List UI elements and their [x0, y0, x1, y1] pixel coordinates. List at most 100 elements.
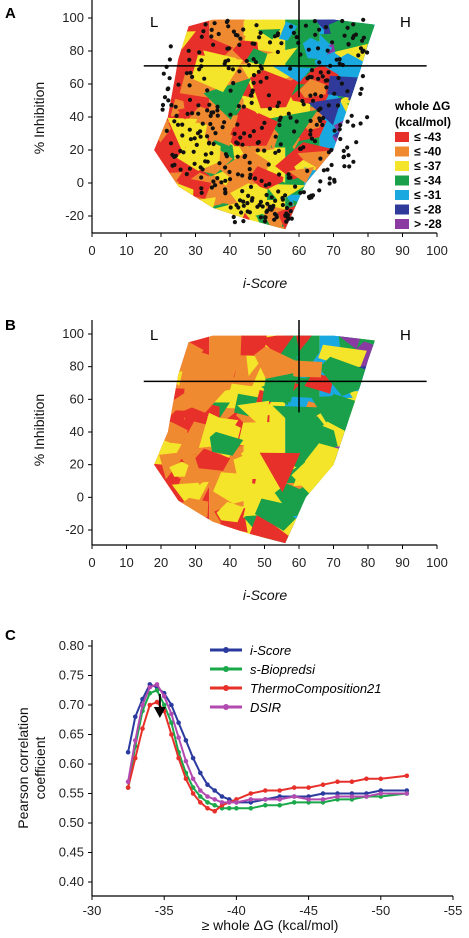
- panel-a-xtick-label: 100: [426, 243, 448, 258]
- panel-a-point: [301, 190, 306, 195]
- panel-c-xtick-label: -30: [83, 903, 102, 918]
- legend-label: ≤ -31: [414, 188, 442, 202]
- panel-b-patch: [207, 416, 239, 436]
- panel-a-point: [347, 164, 352, 169]
- panel-a-point: [264, 75, 269, 80]
- panel-a-point: [313, 92, 318, 97]
- legend-swatch: [395, 161, 409, 171]
- panel-a-point: [284, 219, 289, 224]
- panel-a-xtick-label: 70: [326, 243, 340, 258]
- panel-c-legend-label: DSIR: [250, 700, 281, 715]
- panel-a-point: [317, 27, 322, 32]
- panel-a-point: [194, 142, 199, 147]
- panel-b-patch: [171, 481, 209, 513]
- panel-a-point: [231, 29, 236, 34]
- panel-a-point: [226, 24, 231, 29]
- panel-c-series-point: [234, 800, 239, 805]
- panel-c-series-point: [169, 732, 174, 737]
- panel-a-point: [309, 136, 314, 141]
- panel-a-point: [258, 30, 263, 35]
- panel-c-axes: 0.80 0.75 0.70 0.65 0.60 0.55 0.50 0.45 0.40 -30 -…: [59, 638, 463, 918]
- panel-c-series-point: [183, 776, 189, 782]
- panel-a-point: [215, 176, 220, 181]
- panel-b-patch: [200, 353, 222, 369]
- panel-a-point: [325, 78, 330, 83]
- panel-c-series-point: [154, 688, 160, 693]
- panel-a-point: [228, 88, 233, 93]
- panel-b-patch: [272, 405, 329, 429]
- panel-a-point: [276, 148, 281, 153]
- panel-c-ytick-label: 0.75: [59, 668, 84, 683]
- panel-a-point: [326, 103, 331, 108]
- panel-a-point: [201, 29, 206, 34]
- panel-c-series-point: [404, 773, 410, 779]
- panel-a-point: [248, 93, 253, 98]
- panel-a-point: [211, 42, 216, 47]
- panel-a-patch: [328, 64, 352, 88]
- panel-a-point: [265, 201, 270, 206]
- panel-a-point: [226, 58, 231, 63]
- panel-c-series-point: [198, 794, 203, 799]
- panel-a-point: [353, 32, 359, 37]
- panel-a-point: [317, 60, 322, 65]
- panel-a-point: [186, 48, 191, 53]
- panel-a-patch: [249, 166, 284, 191]
- panel-a-point: [277, 118, 282, 123]
- panel-a-point: [168, 44, 173, 49]
- panel-c-series-point: [320, 791, 326, 796]
- panel-a-point: [264, 192, 269, 198]
- panel-a-point: [309, 193, 314, 198]
- panel-b-ytick-label: -20: [65, 522, 84, 537]
- panel-a-point: [224, 19, 229, 25]
- panel-a-ytick-label: 20: [70, 142, 84, 157]
- panel-a-point: [321, 168, 326, 173]
- panel-b-xtick-label: 50: [257, 555, 271, 570]
- legend-title-line2: (kcal/mol): [395, 115, 451, 129]
- panel-a-point: [291, 30, 296, 35]
- panel-b-patch: [293, 360, 323, 378]
- panel-a-patch: [341, 120, 367, 138]
- panel-a-point: [238, 36, 243, 41]
- panel-a-point: [275, 104, 280, 109]
- panel-a-point: [326, 70, 331, 75]
- panel-a-point: [272, 211, 277, 217]
- panel-a-point: [292, 129, 297, 134]
- panel-a-point: [203, 152, 208, 157]
- panel-a-point: [312, 19, 317, 24]
- panel-c-series-point: [125, 749, 131, 755]
- panel-a-point: [180, 133, 185, 138]
- panel-b-patch: [340, 475, 363, 492]
- panel-a-point: [317, 188, 322, 193]
- legend-label: ≤ -28: [414, 203, 442, 217]
- panel-a-patch: [154, 172, 183, 199]
- panel-a-point: [354, 140, 359, 145]
- panel-c-xtick-label: -45: [299, 903, 318, 918]
- panel-a-point: [308, 93, 313, 98]
- panel-c-letter: C: [5, 627, 16, 644]
- panel-b-ytick-label: 20: [70, 457, 84, 472]
- panel-a-point: [288, 201, 293, 206]
- panel-a-point: [345, 89, 350, 94]
- panel-a-point: [235, 154, 240, 159]
- panel-a-point: [197, 50, 202, 55]
- panel-c-series-point: [277, 797, 283, 802]
- panel-a-patch: [292, 200, 312, 217]
- panel-a-point: [237, 198, 243, 203]
- panel-b-xtick-label: 10: [119, 555, 133, 570]
- panel-c-legend-label: ThermoComposition21: [250, 681, 382, 696]
- panel-a-point: [208, 121, 213, 127]
- panel-a-point: [235, 122, 240, 127]
- panel-a-point: [260, 204, 265, 209]
- panel-c-series-point: [248, 806, 254, 811]
- panel-a-patch: [361, 207, 375, 227]
- panel-b-patch: [213, 472, 253, 504]
- panel-b-xtick-label: 70: [326, 555, 340, 570]
- panel-c-ytick-label: 0.65: [59, 727, 84, 742]
- panel-a-point: [242, 131, 247, 136]
- panel-c-series-point: [212, 797, 217, 802]
- panel-a-point: [288, 115, 293, 120]
- panel-c-ytick-label: 0.80: [59, 638, 84, 653]
- panel-a-point: [188, 70, 193, 75]
- panel-c-series-point: [205, 800, 210, 805]
- panel-b-patch: [159, 507, 179, 523]
